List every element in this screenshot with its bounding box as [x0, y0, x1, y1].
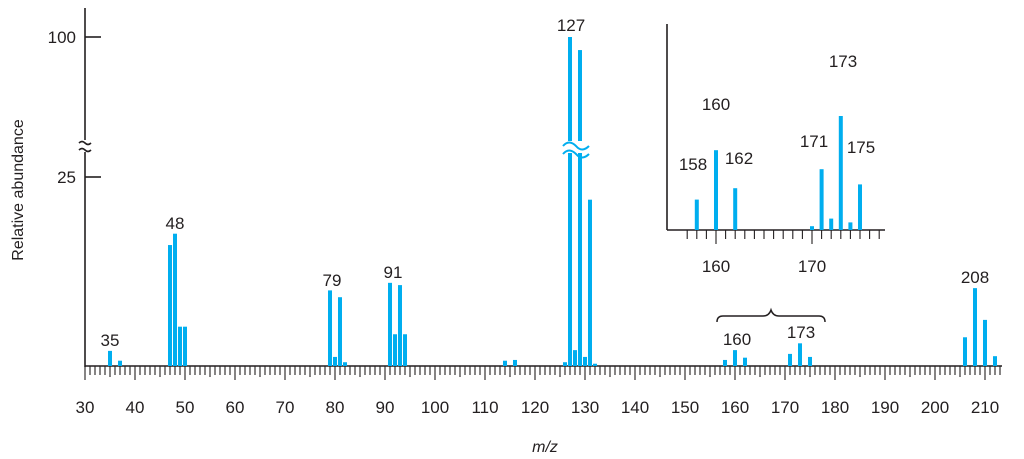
x-tick-40: 40 [126, 398, 145, 417]
bar-mz-94 [403, 334, 407, 366]
bar-mz-116 [513, 359, 517, 366]
bar-mz-212 [993, 356, 997, 366]
peak-label-35: 35 [101, 331, 120, 350]
bar-mz-210 [983, 319, 987, 366]
inset-label-162: 162 [725, 149, 753, 168]
peak-label-91: 91 [384, 263, 403, 282]
inset-bar-mz-158 [694, 199, 699, 230]
x-tick-100: 100 [421, 398, 449, 417]
x-tick-210: 210 [971, 398, 999, 417]
x-tick-120: 120 [521, 398, 549, 417]
inset-brace [716, 307, 826, 323]
x-tick-150: 150 [671, 398, 699, 417]
bar-mz-49 [178, 326, 182, 366]
inset-bar-mz-162 [733, 188, 738, 230]
x-tick-110: 110 [471, 398, 498, 417]
x-tick-190: 190 [871, 398, 899, 417]
peak-label-79: 79 [323, 271, 342, 290]
inset-label-171: 171 [800, 132, 828, 151]
bar-mz-82 [343, 362, 347, 366]
bar-mz-91 [388, 282, 392, 366]
bar-mz-126 [563, 362, 567, 366]
inset-bar-mz-160 [714, 150, 718, 230]
inset-expanded-view: 160 170 158 160 162 171 173 175 [666, 24, 885, 276]
bar-mz-47 [168, 245, 172, 366]
inset-label-160: 160 [702, 95, 730, 114]
inset-bar-mz-174 [848, 222, 853, 230]
inset-label-173: 173 [829, 52, 857, 71]
inset-bar-mz-171 [819, 169, 824, 230]
bar-mz-171 [788, 353, 792, 366]
bar-mz-79 [328, 290, 332, 366]
bar-mz-208 [973, 288, 977, 366]
bar-mz-37 [118, 360, 122, 366]
bar-mz-80 [333, 356, 337, 366]
bar-mz-206 [963, 337, 967, 366]
peak-label-173: 173 [787, 323, 815, 342]
bar-mz-127 [568, 37, 572, 366]
bar-mz-175 [808, 356, 812, 366]
bar-mz-81 [338, 297, 342, 366]
x-tick-60: 60 [226, 398, 245, 417]
peak-label-160: 160 [723, 330, 751, 349]
bar-mz-128 [573, 350, 577, 366]
x-tick-70: 70 [276, 398, 295, 417]
peak-label-48: 48 [166, 214, 185, 233]
x-tick-180: 180 [821, 398, 849, 417]
y-tick-100: 100 [48, 28, 76, 47]
x-tick-labels: 30 40 50 60 70 80 90 100 110 120 130 140… [76, 398, 1000, 417]
inset-label-175: 175 [847, 138, 875, 157]
bar-mz-173 [798, 343, 802, 366]
x-tick-200: 200 [921, 398, 949, 417]
bar-mz-130 [583, 356, 587, 366]
y-tick-25: 25 [57, 168, 76, 187]
peak-label-127: 127 [557, 16, 585, 35]
y-axis-title: Relative abundance [10, 119, 27, 261]
inset-bar-mz-170 [810, 226, 814, 230]
spectrum-bars [108, 37, 997, 367]
inset-label-158: 158 [679, 155, 707, 174]
x-tick-140: 140 [621, 398, 649, 417]
x-tick-80: 80 [326, 398, 345, 417]
x-tick-170: 170 [771, 398, 799, 417]
peak-labels: 35 48 79 91 127 160 173 208 [101, 16, 990, 350]
bar-mz-92 [393, 334, 397, 366]
bar-mz-158 [723, 359, 727, 366]
bar-mz-93 [398, 285, 402, 366]
inset-bar-mz-175 [858, 184, 862, 230]
bar-mz-162 [743, 357, 747, 366]
x-tick-90: 90 [376, 398, 395, 417]
x-axis [84, 365, 1002, 380]
bar-mz-50 [183, 326, 187, 366]
inset-x-tick-160: 160 [702, 257, 730, 276]
inset-x-tick-170: 170 [798, 257, 826, 276]
bar-mz-160 [733, 350, 737, 366]
bar-mz-35 [108, 350, 112, 366]
bar-mz-131 [588, 199, 592, 366]
peak-break-mark [562, 141, 602, 159]
inset-bar-mz-173 [838, 116, 843, 230]
x-tick-130: 130 [571, 398, 599, 417]
bar-mz-129 [578, 50, 582, 367]
x-tick-30: 30 [76, 398, 95, 417]
peak-label-208: 208 [961, 268, 989, 287]
x-tick-160: 160 [721, 398, 749, 417]
inset-bar-mz-172 [829, 218, 834, 230]
bar-mz-114 [503, 360, 507, 366]
y-axis: 100 25 [48, 8, 101, 367]
bar-mz-48 [173, 233, 177, 366]
bar-mz-132 [593, 363, 597, 366]
x-axis-title: m/z [532, 439, 558, 456]
x-tick-50: 50 [176, 398, 195, 417]
